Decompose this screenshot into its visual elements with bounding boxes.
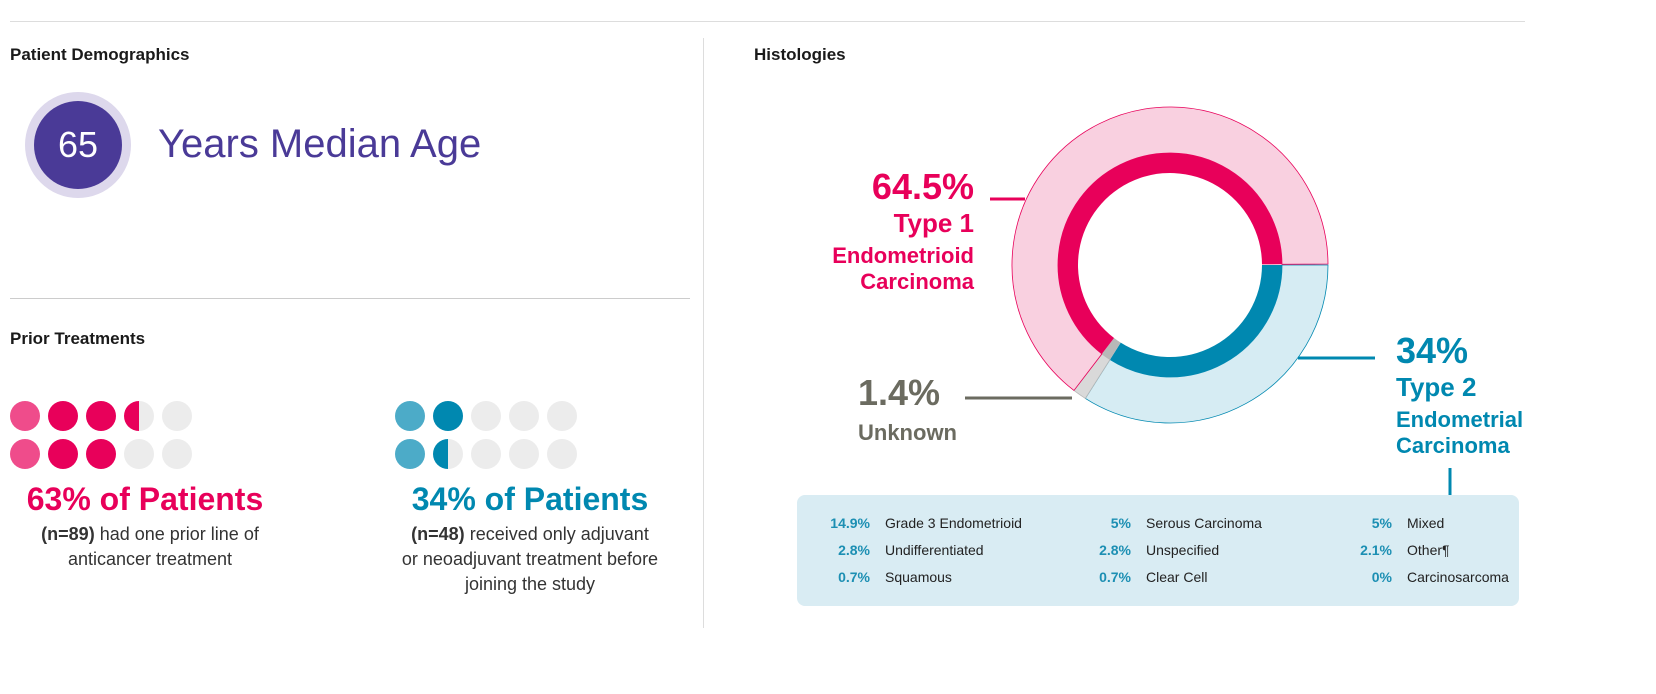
right-headline: 34% of Patients [411,481,649,517]
left-dot [162,439,192,469]
donut-chart [1011,106,1329,424]
breakdown-pct: 2.8% [838,542,870,558]
left-dot [48,439,78,469]
left-text: had one prior line of [99,524,259,544]
median-age-label: Years Median Age [158,122,482,166]
demographics-title: Patient Demographics [10,45,190,64]
left-dot [48,401,78,431]
type1-pct: 64.5% [871,166,974,207]
breakdown-label: Unspecified [1146,542,1220,558]
breakdown-pct: 2.1% [1360,542,1392,558]
breakdown-item: 5% Serous Carcinoma [1068,515,1262,531]
left-dot [10,439,40,469]
right-dot [433,401,463,431]
breakdown-label: Undifferentiated [885,542,984,558]
left-dot [124,439,154,469]
breakdown-item: 0% Carcinosarcoma [1329,569,1509,585]
right-dot [395,401,425,431]
breakdown-item: 2.8% Unspecified [1068,542,1219,558]
breakdown-pct: 5% [1110,515,1131,531]
breakdown-pct: 0.7% [1099,569,1131,585]
right-text2: or neoadjuvant treatment before [401,549,659,569]
left-dot [86,439,116,469]
breakdown-label: Other¶ [1407,542,1450,558]
breakdown-label: Grade 3 Endometrioid [885,515,1022,531]
slice-inner-1.4% [1101,338,1121,360]
age-circle: 65 [34,101,122,189]
histologies-title: Histologies [754,45,846,64]
right-text: received only adjuvant [469,524,649,544]
type1-label: 64.5% Type 1 Endometrioid Carcinoma [832,166,974,295]
left-caption: (n=89) had one prior line of anticancer t… [0,522,300,572]
right-n: (n=48) [411,524,465,544]
left-text2: anticancer treatment [67,549,233,569]
right-dot [433,439,463,469]
left-dot [162,401,192,431]
type1-name: Type 1 [893,208,974,238]
breakdown-label: Mixed [1407,515,1445,531]
type1-name2: Endometrioid [832,243,974,268]
type2-pct: 34% [1396,330,1469,371]
type2-name: Type 2 [1396,372,1477,402]
right-dot [547,401,577,431]
right-dot [471,401,501,431]
type2-name2: Endometrial [1396,407,1524,432]
left-dot [124,401,154,431]
breakdown-item: 2.8% Undifferentiated [807,542,984,558]
breakdown-item: 0.7% Clear Cell [1068,569,1207,585]
unknown-label: 1.4% Unknown [858,372,957,446]
right-caption: (n=48) received only adjuvant or neoadjuv… [365,522,695,597]
type2-name3: Carcinoma [1396,433,1510,458]
unknown-pct: 1.4% [858,372,941,413]
breakdown-pct: 0% [1371,569,1392,585]
left-dot [86,401,116,431]
right-dot [509,439,539,469]
unknown-name: Unknown [858,420,957,445]
section-divider [10,298,690,299]
breakdown-label: Clear Cell [1146,569,1208,585]
breakdown-item: 5% Mixed [1329,515,1445,531]
right-dot [395,439,425,469]
breakdown-item: 2.1% Other¶ [1329,542,1450,558]
vertical-divider [703,38,704,628]
breakdown-pct: 2.8% [1099,542,1131,558]
left-headline: 63% of Patients [26,481,264,517]
left-n: (n=89) [41,524,95,544]
type1-name3: Carcinoma [860,269,974,294]
top-divider [10,21,1525,22]
breakdown-item: 14.9% Grade 3 Endometrioid [807,515,1022,531]
left-dot [10,401,40,431]
right-dot [471,439,501,469]
breakdown-pct: 5% [1371,515,1392,531]
prior-treatments-title: Prior Treatments [10,329,146,348]
breakdown-label: Squamous [885,569,952,585]
breakdown-pct: 0.7% [838,569,870,585]
breakdown-item: 0.7% Squamous [807,569,952,585]
right-text3: joining the study [464,574,596,594]
breakdown-label: Serous Carcinoma [1146,515,1262,531]
histology-breakdown: 14.9% Grade 3 Endometrioid 5% Serous Carcin… [797,495,1519,606]
breakdown-label: Carcinosarcoma [1407,569,1509,585]
breakdown-pct: 14.9% [830,515,870,531]
right-dot [547,439,577,469]
right-dot [509,401,539,431]
slice-inner-34% [1109,265,1282,378]
type2-label: 34% Type 2 Endometrial Carcinoma [1396,330,1523,459]
